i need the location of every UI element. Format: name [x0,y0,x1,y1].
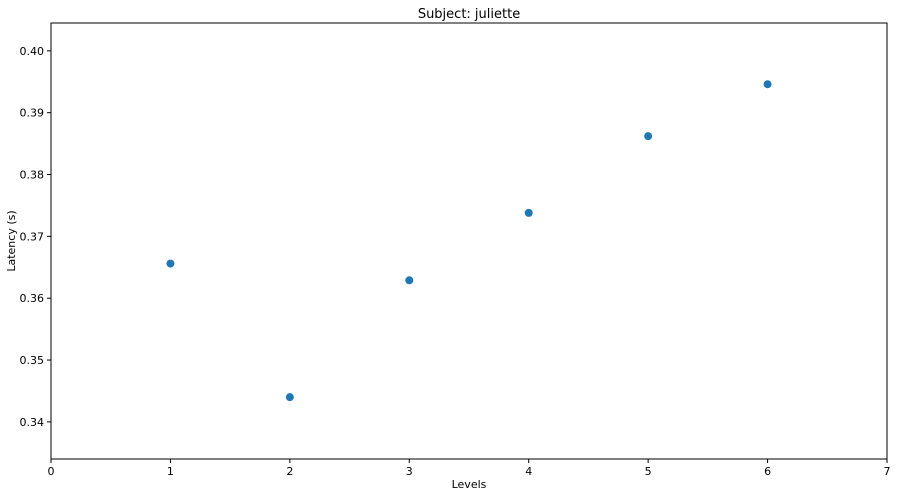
chart-title: Subject: juliette [418,7,520,22]
x-tick-label: 2 [286,465,293,478]
y-tick-label: 0.38 [20,169,45,182]
data-point [405,276,414,285]
x-axis-label: Levels [452,478,487,491]
y-tick-label: 0.34 [20,416,45,429]
y-tick-label: 0.39 [20,107,45,120]
x-tick-label: 7 [884,465,891,478]
y-tick-label: 0.37 [20,230,45,243]
data-point [166,259,175,268]
x-tick-label: 4 [525,465,532,478]
y-tick-label: 0.35 [20,354,45,367]
data-point [285,393,294,402]
data-points [166,80,772,402]
data-point [644,132,653,141]
x-tick-label: 3 [406,465,413,478]
x-tick-label: 5 [645,465,652,478]
y-tick-label: 0.36 [20,292,45,305]
y-axis: 0.34 0.35 0.36 0.37 0.38 0.39 0.40 [20,45,51,429]
x-tick-label: 0 [48,465,55,478]
y-tick-label: 0.40 [20,45,45,58]
x-tick-label: 6 [764,465,771,478]
data-point [763,80,772,89]
x-axis: 0 1 2 3 4 5 6 7 [48,459,891,478]
plot-area [50,22,888,460]
y-axis-label: Latency (s) [5,210,18,271]
x-tick-label: 1 [167,465,174,478]
data-point [524,208,533,217]
